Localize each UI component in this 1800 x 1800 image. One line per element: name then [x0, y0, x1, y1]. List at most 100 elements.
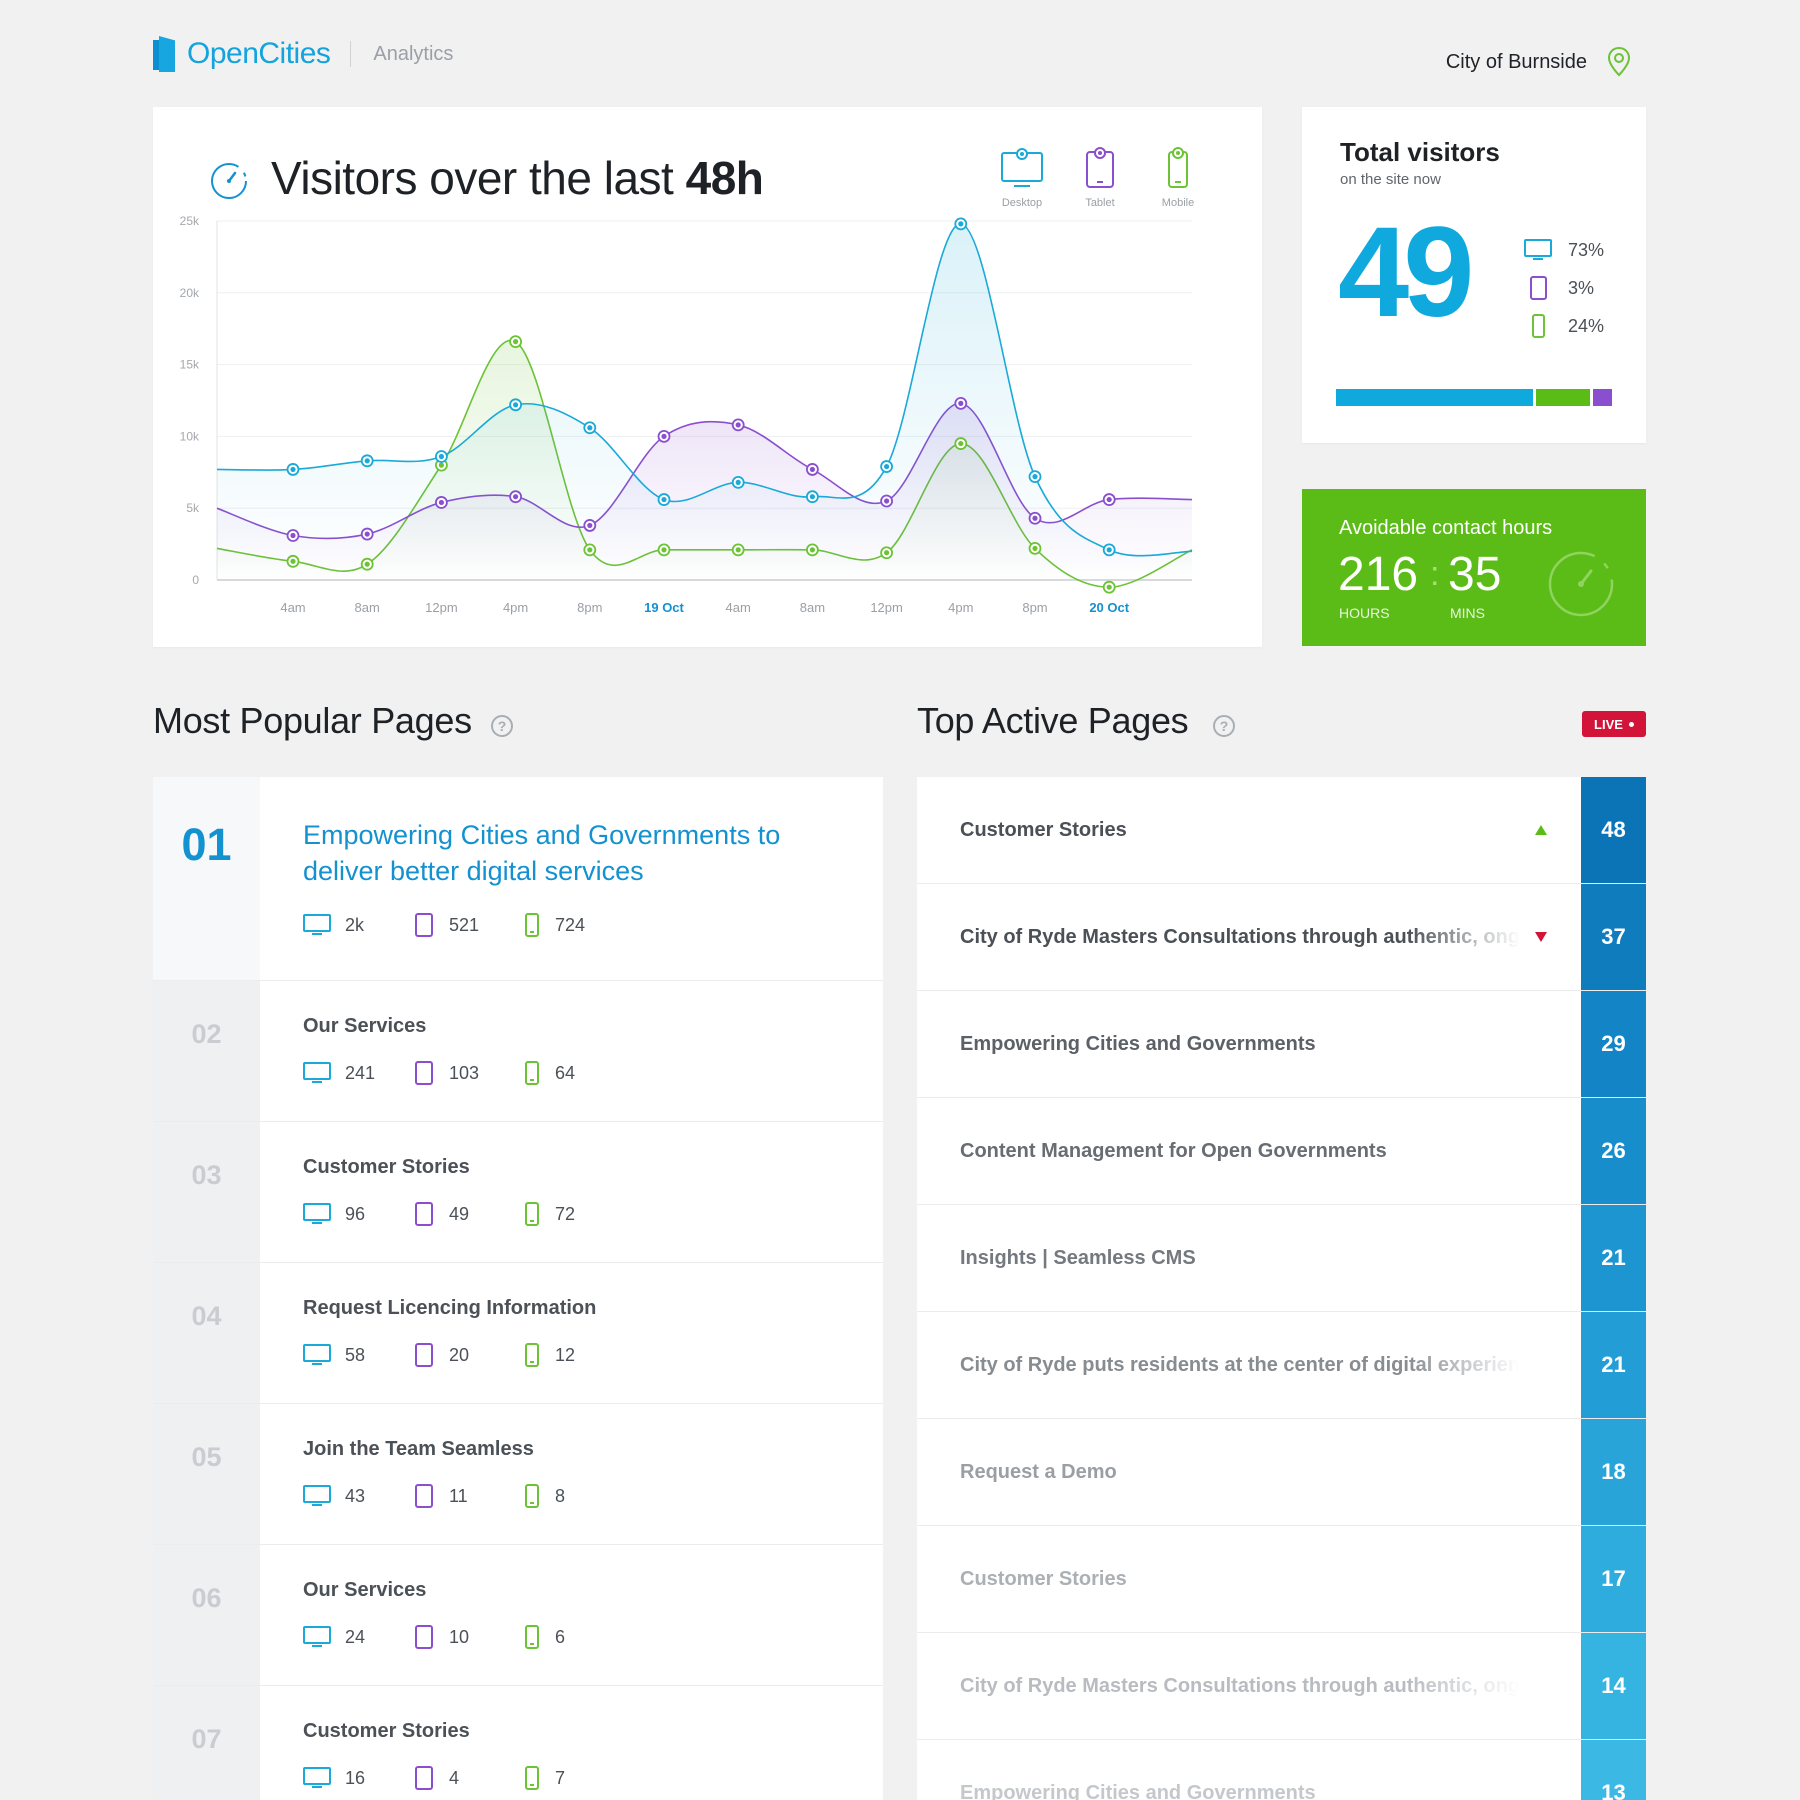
data-point-dot [809, 547, 816, 553]
data-point-dot [1106, 496, 1112, 503]
active-page-row[interactable]: Empowering Cities and Governments 13 [917, 1740, 1646, 1800]
active-page-title[interactable]: City of Ryde Masters Consultations throu… [960, 926, 1520, 948]
desktop-stat: 2k [303, 913, 413, 937]
mobile-count: 724 [555, 914, 586, 935]
total-visitors-card: Total visitors on the site now 49 73% 3%… [1302, 107, 1646, 443]
tablet-icon [415, 1766, 433, 1790]
page-title[interactable]: Customer Stories [303, 1156, 470, 1178]
mobile-icon [525, 1343, 539, 1367]
desktop-count: 58 [345, 1344, 366, 1365]
data-point-dot [587, 425, 593, 431]
page-title[interactable]: Request Licencing Information [303, 1297, 597, 1319]
tablet-stat: 49 [413, 1202, 523, 1226]
data-point-dot [290, 558, 296, 564]
popular-page-row[interactable]: 04 Request Licencing Information 58 20 12 [153, 1263, 883, 1404]
popular-page-row[interactable]: 06 Our Services 24 10 6 [153, 1545, 883, 1686]
page-title[interactable]: Join the Team Seamless [303, 1438, 534, 1460]
data-point-dot [364, 561, 370, 567]
data-point-dot [735, 547, 741, 553]
visitors-line-chart: 0 5k 10k 15k 20k 25k 4am 8am 12pm 4pm 8pm 19 Oct 4am… [180, 214, 1193, 615]
active-page-title[interactable]: City of Ryde puts residents at the cente… [960, 1354, 1520, 1376]
page-title[interactable]: Our Services [303, 1015, 427, 1037]
page-title[interactable]: Empowering Cities and Governments to del… [303, 820, 781, 886]
desktop-stat: 43 [303, 1484, 413, 1508]
active-page-title[interactable]: Customer Stories [960, 1568, 1127, 1590]
live-badge: LIVE [1582, 711, 1646, 737]
brand-logo[interactable]: OpenCities Analytics [153, 36, 453, 72]
active-visitor-count: 14 [1581, 1633, 1646, 1739]
active-page-title[interactable]: Empowering Cities and Governments [960, 1782, 1316, 1800]
popular-page-row[interactable]: 02 Our Services 241 103 64 [153, 981, 883, 1122]
active-page-row[interactable]: City of Ryde Masters Consultations throu… [917, 884, 1646, 991]
active-page-row[interactable]: City of Ryde puts residents at the cente… [917, 1312, 1646, 1419]
data-point-dot [1032, 545, 1038, 552]
y-tick-label: 0 [192, 573, 199, 587]
popular-page-row[interactable]: 01 Empowering Cities and Governments to d… [153, 777, 883, 981]
data-point-dot [809, 466, 816, 473]
active-page-title[interactable]: Customer Stories [960, 819, 1127, 841]
active-page-row[interactable]: Request a Demo 18 [917, 1419, 1646, 1526]
most-popular-list: 01 Empowering Cities and Governments to d… [153, 777, 883, 1800]
legend-tablet[interactable]: Tablet [1074, 147, 1126, 209]
desktop-icon [303, 1767, 331, 1788]
popular-page-row[interactable]: 07 Customer Stories 16 4 7 [153, 1686, 883, 1800]
active-page-title[interactable]: Request a Demo [960, 1461, 1117, 1483]
help-icon[interactable]: ? [1213, 715, 1235, 737]
data-point-dot [958, 440, 964, 447]
active-page-row[interactable]: Empowering Cities and Governments 29 [917, 991, 1646, 1098]
brand-divider [350, 41, 352, 67]
x-tick-label: 8pm [577, 600, 602, 615]
city-selector[interactable]: City of Burnside [1446, 46, 1631, 78]
page-title[interactable]: Customer Stories [303, 1720, 470, 1742]
legend-desktop[interactable]: Desktop [996, 147, 1048, 209]
active-page-title[interactable]: Insights | Seamless CMS [960, 1247, 1196, 1269]
page-title[interactable]: Our Services [303, 1579, 427, 1601]
active-page-row[interactable]: City of Ryde Masters Consultations throu… [917, 1633, 1646, 1740]
tablet-count: 4 [449, 1767, 460, 1788]
popular-page-row[interactable]: 03 Customer Stories 96 49 72 [153, 1122, 883, 1263]
x-tick-label: 20 Oct [1089, 600, 1129, 615]
active-visitor-count: 21 [1581, 1205, 1646, 1311]
page-device-stats: 16 4 7 [303, 1766, 633, 1790]
data-point-dot [809, 494, 816, 500]
legend-mobile[interactable]: Mobile [1152, 147, 1204, 209]
breakdown-tablet-pct: 3% [1568, 277, 1595, 298]
data-point-dot [513, 339, 519, 345]
mobile-stat: 7 [523, 1766, 633, 1790]
active-page-row[interactable]: Insights | Seamless CMS 21 [917, 1205, 1646, 1312]
tablet-icon [415, 1343, 433, 1367]
help-icon[interactable]: ? [491, 715, 513, 737]
data-point-dot [735, 422, 741, 428]
desktop-stat: 58 [303, 1343, 413, 1367]
active-page-row[interactable]: Customer Stories 17 [917, 1526, 1646, 1633]
active-visitor-count: 29 [1581, 991, 1646, 1097]
active-page-title[interactable]: Empowering Cities and Governments [960, 1033, 1316, 1055]
opencities-logo-icon [153, 36, 175, 72]
active-page-title[interactable]: City of Ryde Masters Consultations throu… [960, 1675, 1520, 1697]
most-popular-title: Most Popular Pages [153, 700, 472, 741]
total-visitors-title: Total visitors [1340, 137, 1500, 167]
desktop-icon [1524, 239, 1552, 260]
data-point-dot [290, 532, 296, 539]
app-header: OpenCities Analytics City of Burnside [153, 34, 1647, 78]
desktop-icon [303, 1485, 331, 1506]
mobile-stat: 12 [523, 1343, 633, 1367]
page-rank: 01 [153, 777, 260, 980]
active-page-title[interactable]: Content Management for Open Governments [960, 1140, 1387, 1162]
mobile-count: 8 [555, 1485, 566, 1506]
tablet-icon [415, 913, 433, 937]
tablet-icon [415, 1625, 433, 1649]
active-page-row[interactable]: Content Management for Open Governments 2… [917, 1098, 1646, 1205]
x-tick-label: 12pm [425, 600, 458, 615]
device-breakdown: 73% 3% 24% [1524, 231, 1604, 345]
active-page-row[interactable]: Customer Stories 48 [917, 777, 1646, 884]
breakdown-desktop-pct: 73% [1568, 239, 1605, 260]
series-area-desktop [217, 223, 1192, 580]
active-visitor-count: 18 [1581, 1419, 1646, 1525]
x-tick-label: 8am [800, 600, 825, 615]
avoidable-mins-value: 35 [1448, 548, 1502, 601]
popular-page-row[interactable]: 05 Join the Team Seamless 43 11 8 [153, 1404, 883, 1545]
active-visitor-count: 21 [1581, 1312, 1646, 1418]
total-visitors-count: 49 [1338, 201, 1474, 344]
data-point-dot [364, 531, 370, 537]
